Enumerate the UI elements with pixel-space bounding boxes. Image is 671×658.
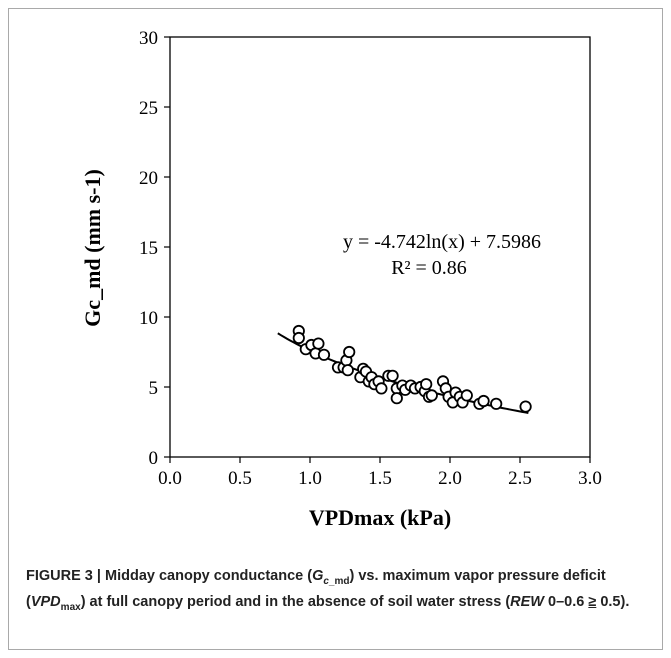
data-point bbox=[375, 382, 388, 395]
data-point bbox=[343, 345, 356, 359]
chart-ticks: 0.0 0.5 1.0 1.5 2.0 2.5 3.0 0 5 10 15 20 25 30 bbox=[139, 28, 602, 489]
y-tick-label: 0 bbox=[149, 448, 159, 469]
x-tick-label: 3.0 bbox=[578, 468, 602, 489]
y-tick-label: 10 bbox=[139, 308, 158, 329]
y-tick-label: 5 bbox=[149, 378, 159, 399]
x-axis-label: VPDmax (kPa) bbox=[309, 505, 451, 530]
y-tick-label: 30 bbox=[139, 28, 158, 49]
data-point bbox=[477, 394, 490, 408]
x-tick-label: 2.0 bbox=[438, 468, 462, 489]
x-tick-label: 2.5 bbox=[508, 468, 532, 489]
caption-segment: VPD bbox=[30, 593, 61, 610]
data-point bbox=[490, 397, 503, 410]
data-point bbox=[386, 369, 399, 382]
caption-segment: 0–0.6 bbox=[544, 593, 589, 610]
caption-segment: max bbox=[60, 601, 81, 613]
x-tick-label: 0.5 bbox=[228, 468, 252, 489]
y-tick-label: 15 bbox=[139, 238, 158, 259]
r-squared-label: R² = 0.86 bbox=[391, 257, 467, 279]
caption-segment: 0.5). bbox=[596, 593, 630, 610]
data-point bbox=[341, 364, 354, 377]
data-point bbox=[420, 378, 433, 391]
data-point bbox=[519, 400, 532, 413]
caption-segment: ) at full canopy period and in the absen… bbox=[80, 593, 511, 610]
caption-segment: Midday canopy conductance ( bbox=[100, 568, 313, 584]
data-point bbox=[460, 389, 473, 402]
x-tick-label: 1.5 bbox=[368, 468, 392, 489]
data-point bbox=[425, 389, 438, 402]
figure-label: FIGURE 3 | bbox=[26, 568, 101, 584]
figure-frame bbox=[8, 8, 663, 650]
data-point bbox=[390, 392, 403, 405]
caption-segment: ≥ bbox=[588, 593, 597, 610]
data-point bbox=[292, 331, 305, 345]
data-point bbox=[317, 348, 331, 361]
y-tick-label: 25 bbox=[139, 98, 158, 119]
caption-text: Midday canopy conductance (Gc_md) vs. ma… bbox=[26, 568, 630, 613]
scatter-points bbox=[292, 324, 532, 413]
caption-segment: G bbox=[312, 568, 324, 584]
y-tick-label: 20 bbox=[139, 168, 158, 189]
caption-segment: c bbox=[323, 575, 329, 587]
caption-segment: _md bbox=[328, 575, 350, 587]
regression-equation: y = -4.742ln(x) + 7.5986 bbox=[343, 231, 541, 253]
caption-segment: REW bbox=[510, 593, 544, 610]
y-axis-label: Gc_md (mm s-1) bbox=[80, 169, 105, 327]
x-tick-label: 1.0 bbox=[298, 468, 322, 489]
figure-caption: FIGURE 3 | Midday canopy conductance (Gc… bbox=[26, 566, 646, 618]
caption-segment: ) vs. maximum vapor pressure deficit ( bbox=[26, 568, 606, 610]
x-tick-label: 0.0 bbox=[158, 468, 182, 489]
data-point bbox=[312, 337, 325, 350]
